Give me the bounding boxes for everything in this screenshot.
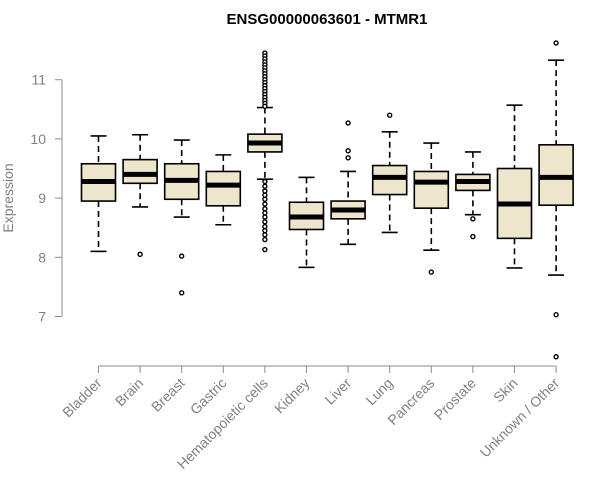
outlier-hematopoietic-cells-29 — [262, 223, 268, 230]
outlier-prostate-1 — [470, 233, 476, 240]
x-tick-label-unknown-other: Unknown / Other — [477, 375, 563, 461]
outlier-lung-0 — [387, 112, 393, 118]
boxes-group — [80, 40, 574, 360]
box-gastric — [205, 170, 242, 207]
box-lung — [371, 164, 408, 196]
outlier-unknown-other-0 — [553, 40, 559, 46]
outlier-hematopoietic-cells-27 — [262, 214, 268, 220]
x-tick-label-prostate: Prostate — [431, 375, 479, 423]
outlier-hematopoietic-cells-23 — [262, 196, 268, 202]
outlier-liver-1 — [345, 148, 351, 154]
outlier-hematopoietic-cells-18 — [262, 103, 268, 110]
x-tick-label-skin: Skin — [490, 375, 521, 406]
outlier-liver-0 — [345, 120, 351, 126]
box-group-brain — [122, 133, 158, 258]
box-group-bladder — [80, 135, 117, 253]
outlier-hematopoietic-cells-24 — [262, 201, 268, 207]
outlier-hematopoietic-cells-33 — [262, 246, 268, 253]
outlier-breast-1 — [178, 290, 185, 296]
outlier-hematopoietic-cells-25 — [262, 206, 268, 212]
box-brain — [122, 158, 158, 185]
x-tick-label-kidney: Kidney — [271, 375, 313, 417]
outlier-breast-0 — [178, 253, 185, 259]
outlier-prostate-0 — [470, 216, 476, 222]
box-group-skin — [496, 104, 533, 269]
y-axis: 7 8 9 10 11 — [30, 72, 63, 325]
outlier-hematopoietic-cells-26 — [262, 210, 268, 216]
y-tick-label-8: 8 — [38, 249, 46, 265]
y-tick-label-7: 7 — [38, 309, 46, 325]
outlier-liver-2 — [345, 155, 351, 161]
y-tick-label-9: 9 — [38, 190, 46, 206]
outlier-hematopoietic-cells-28 — [262, 219, 268, 225]
chart-title: ENSG00000063601 - MTMR1 — [227, 11, 428, 28]
y-axis-label: Expression — [0, 163, 16, 232]
outlier-unknown-other-2 — [553, 354, 559, 360]
x-tick-label-liver: Liver — [321, 375, 354, 408]
outlier-hematopoietic-cells-21 — [262, 188, 268, 194]
box-group-prostate — [455, 151, 491, 240]
y-tick-label-10: 10 — [30, 131, 46, 147]
outlier-hematopoietic-cells-31 — [262, 232, 268, 238]
outlier-brain-0 — [137, 251, 143, 258]
y-tick-label-11: 11 — [31, 72, 46, 88]
outlier-hematopoietic-cells-20 — [262, 183, 268, 189]
outlier-hematopoietic-cells-19 — [262, 178, 268, 185]
x-tick-label-breast: Breast — [148, 375, 188, 415]
box-pancreas — [413, 170, 450, 209]
x-tick-label-bladder: Bladder — [59, 375, 105, 421]
box-group-unknown-other — [538, 40, 574, 360]
x-tick-label-brain: Brain — [112, 375, 146, 409]
box-group-lung — [371, 112, 408, 234]
outlier-unknown-other-1 — [553, 312, 559, 318]
box-group-breast — [163, 139, 200, 296]
box-group-liver — [330, 120, 366, 246]
x-tick-label-lung: Lung — [362, 375, 395, 408]
outlier-hematopoietic-cells-22 — [262, 192, 268, 198]
outlier-pancreas-0 — [428, 269, 434, 275]
box-group-gastric — [205, 154, 242, 226]
box-group-hematopoietic-cells — [247, 50, 283, 253]
outlier-hematopoietic-cells-30 — [262, 227, 268, 234]
box-group-kidney — [288, 176, 325, 269]
box-group-pancreas — [413, 142, 450, 275]
outlier-hematopoietic-cells-32 — [262, 236, 268, 243]
